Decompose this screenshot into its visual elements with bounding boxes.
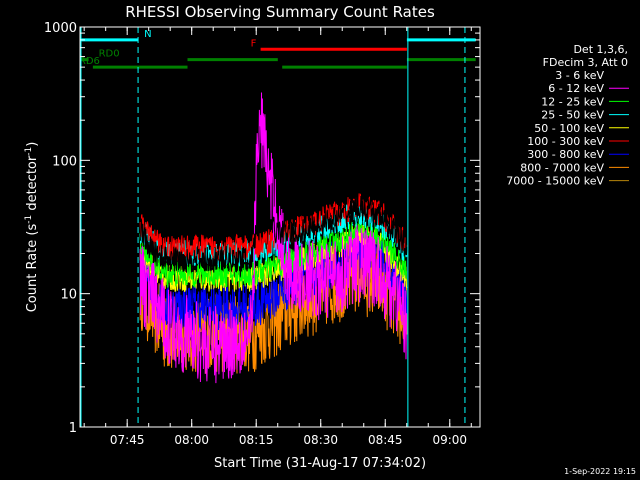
- plot-frame: [79, 26, 481, 428]
- footer-timestamp: 1-Sep-2022 19:15: [564, 467, 636, 476]
- y-tick-label: 1: [69, 421, 77, 436]
- legend-label: 3 - 6 keV: [555, 69, 604, 82]
- y-tick-label: 10: [60, 288, 77, 303]
- state-label-rd0: RD0: [99, 49, 120, 60]
- series-line-6-to-12kev-kev: [139, 92, 407, 384]
- y-tick-label: 100: [52, 154, 77, 169]
- attenuator-lines: [80, 27, 466, 427]
- legend-label: 25 - 50 keV: [541, 109, 604, 122]
- x-tick-label: 07:45: [110, 433, 145, 447]
- chart-title: RHESSI Observing Summary Count Rates: [125, 3, 435, 21]
- x-tick-label: 08:45: [368, 433, 403, 447]
- legend-label: 50 - 100 keV: [534, 122, 604, 135]
- legend-label: 300 - 800 keV: [527, 148, 604, 161]
- y-tick-label: 1000: [44, 21, 77, 36]
- legend-label: 800 - 7000 keV: [520, 161, 604, 174]
- legend-header-line-2: FDecim 3, Att 0: [543, 56, 628, 69]
- x-tick-label: 08:30: [303, 433, 338, 447]
- y-label-end: ): [25, 142, 40, 147]
- y-label-main: Count Rate (s: [25, 224, 40, 313]
- x-tick-label: 08:00: [174, 433, 209, 447]
- legend-header-line-1: Det 1,3,6,: [573, 43, 628, 56]
- y-axis-label: Count Rate (s-1 detector-1): [24, 142, 40, 313]
- legend-label: 7000 - 15000 keV: [506, 175, 604, 188]
- state-label-n: N: [144, 29, 151, 40]
- legend-label: 100 - 300 keV: [527, 135, 604, 148]
- state-label-rd6: RD6: [79, 56, 100, 67]
- x-axis-label: Start Time (31-Aug-17 07:34:02): [214, 456, 426, 471]
- y-label-mid: detector: [25, 155, 40, 215]
- axis-ticks: 07:45 08:00 08:15 08:30 08:45 09:00 1 10 100 1000: [44, 21, 480, 447]
- legend-label: 12 - 25 keV: [541, 95, 604, 108]
- series-layer: [139, 92, 408, 384]
- series-line-3-to-6kev-kev: [139, 187, 408, 273]
- x-tick-label: 09:00: [432, 433, 467, 447]
- x-tick-label: 08:15: [239, 433, 274, 447]
- y-label-sup-1: -1: [24, 215, 34, 224]
- y-label-sup-2: -1: [24, 147, 34, 156]
- legend-label: 6 - 12 keV: [548, 82, 604, 95]
- state-label-f: F: [251, 38, 257, 49]
